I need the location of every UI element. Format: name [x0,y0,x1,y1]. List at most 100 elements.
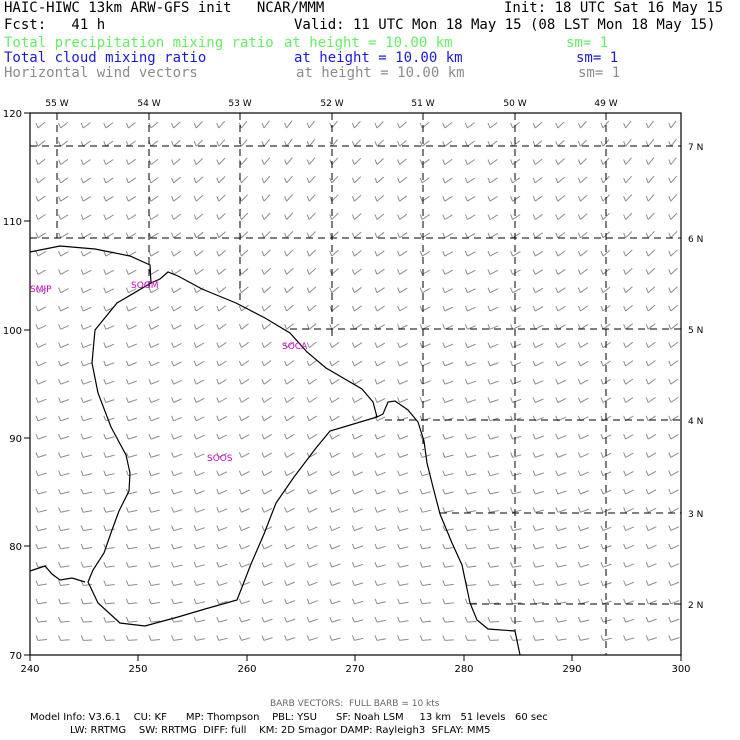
wind-barb [577,470,589,477]
wind-barb [374,121,384,129]
wind-barb [577,231,588,239]
wind-barb [103,269,115,275]
wind-barb [148,635,161,641]
wind-barb [306,525,318,532]
wind-barb [532,287,544,294]
wind-barb [668,249,678,257]
wind-barb [103,415,115,422]
wind-barb [103,122,114,129]
wind-barb [35,177,46,184]
wind-barb [125,580,138,586]
wind-barb [374,415,386,422]
wind-barb [532,397,544,403]
wind-barb [216,157,226,165]
wind-barb [555,250,566,257]
wind-barb [306,286,317,294]
wind-barb [577,507,589,513]
wind-barb [668,580,680,586]
wind-barb [397,250,408,257]
wind-barb [442,635,454,641]
wind-barb [374,176,385,184]
wind-barb [58,507,70,513]
wind-barb [193,139,203,147]
wind-barb [58,140,69,147]
wind-barb [351,397,363,403]
wind-barb [464,525,477,532]
wind-barb [58,287,69,294]
wind-barb [442,397,454,403]
wind-barb [306,157,316,165]
wind-barb [419,250,431,257]
wind-barb [238,616,251,623]
y-tick-label: 70 [9,651,22,662]
wind-barb [261,415,272,422]
wind-barb [80,507,93,513]
wind-barb [600,470,612,477]
wind-barb [623,268,633,275]
wind-barb [668,396,679,403]
wind-barb [464,140,475,147]
wind-barb [397,269,408,275]
wind-barb [103,488,115,495]
wind-barb [442,580,454,586]
wind-barb [216,635,228,641]
wind-barb [329,378,340,385]
wind-barb [80,342,92,349]
wind-barb [555,580,567,586]
wind-barb [80,470,93,477]
wind-barb [35,360,47,367]
wind-barb [103,342,115,349]
wind-barb [284,525,295,532]
wind-barb [171,195,182,202]
wind-barb [645,562,657,568]
wind-barb [35,543,47,550]
wind-barb [103,616,115,623]
wind-barb [351,616,364,623]
wind-barb [58,342,70,349]
wind-barb [510,397,522,403]
wind-barb [193,194,204,202]
wind-barb [329,488,341,495]
wind-barb [600,249,611,257]
wind-barb [577,562,590,568]
wind-barb [171,525,183,532]
wind-barb [58,269,69,275]
lat-label: 2 N [688,601,703,611]
wind-barb [600,543,612,550]
wind-barb [577,213,588,220]
wind-barb [193,543,205,550]
wind-barb [442,598,454,605]
wind-barb [261,360,272,367]
model-info-line-1: Model Info: V3.6.1 CU: KF MP: Thompson P… [30,712,548,723]
wind-barb [193,324,205,330]
wind-barb [35,379,47,385]
wind-barb [374,397,386,403]
wind-barb [555,379,567,385]
wind-barb [193,562,205,568]
wind-barb [171,598,183,605]
wind-barb [261,580,273,586]
wind-barb [374,488,386,495]
wind-barb [532,543,545,550]
wind-barb [306,120,316,129]
wind-barb [80,177,91,184]
wind-barb [171,433,183,440]
wind-barb [577,580,590,586]
wind-barb [216,507,228,513]
wind-barb [442,525,454,532]
wind-barb [577,250,588,257]
wind-barb [645,360,656,367]
wind-barb [35,121,46,129]
wind-barb [397,342,408,349]
wind-barb [238,268,249,275]
wind-barb [103,580,115,586]
wind-barb [419,360,431,367]
wind-barb [351,286,362,294]
wind-barb [668,525,680,532]
wind-barb [216,470,228,477]
wind-barb [577,268,588,275]
wind-barb [487,195,498,202]
wind-barb [442,616,454,623]
wind-barb [623,120,632,129]
wind-barb [419,158,430,165]
